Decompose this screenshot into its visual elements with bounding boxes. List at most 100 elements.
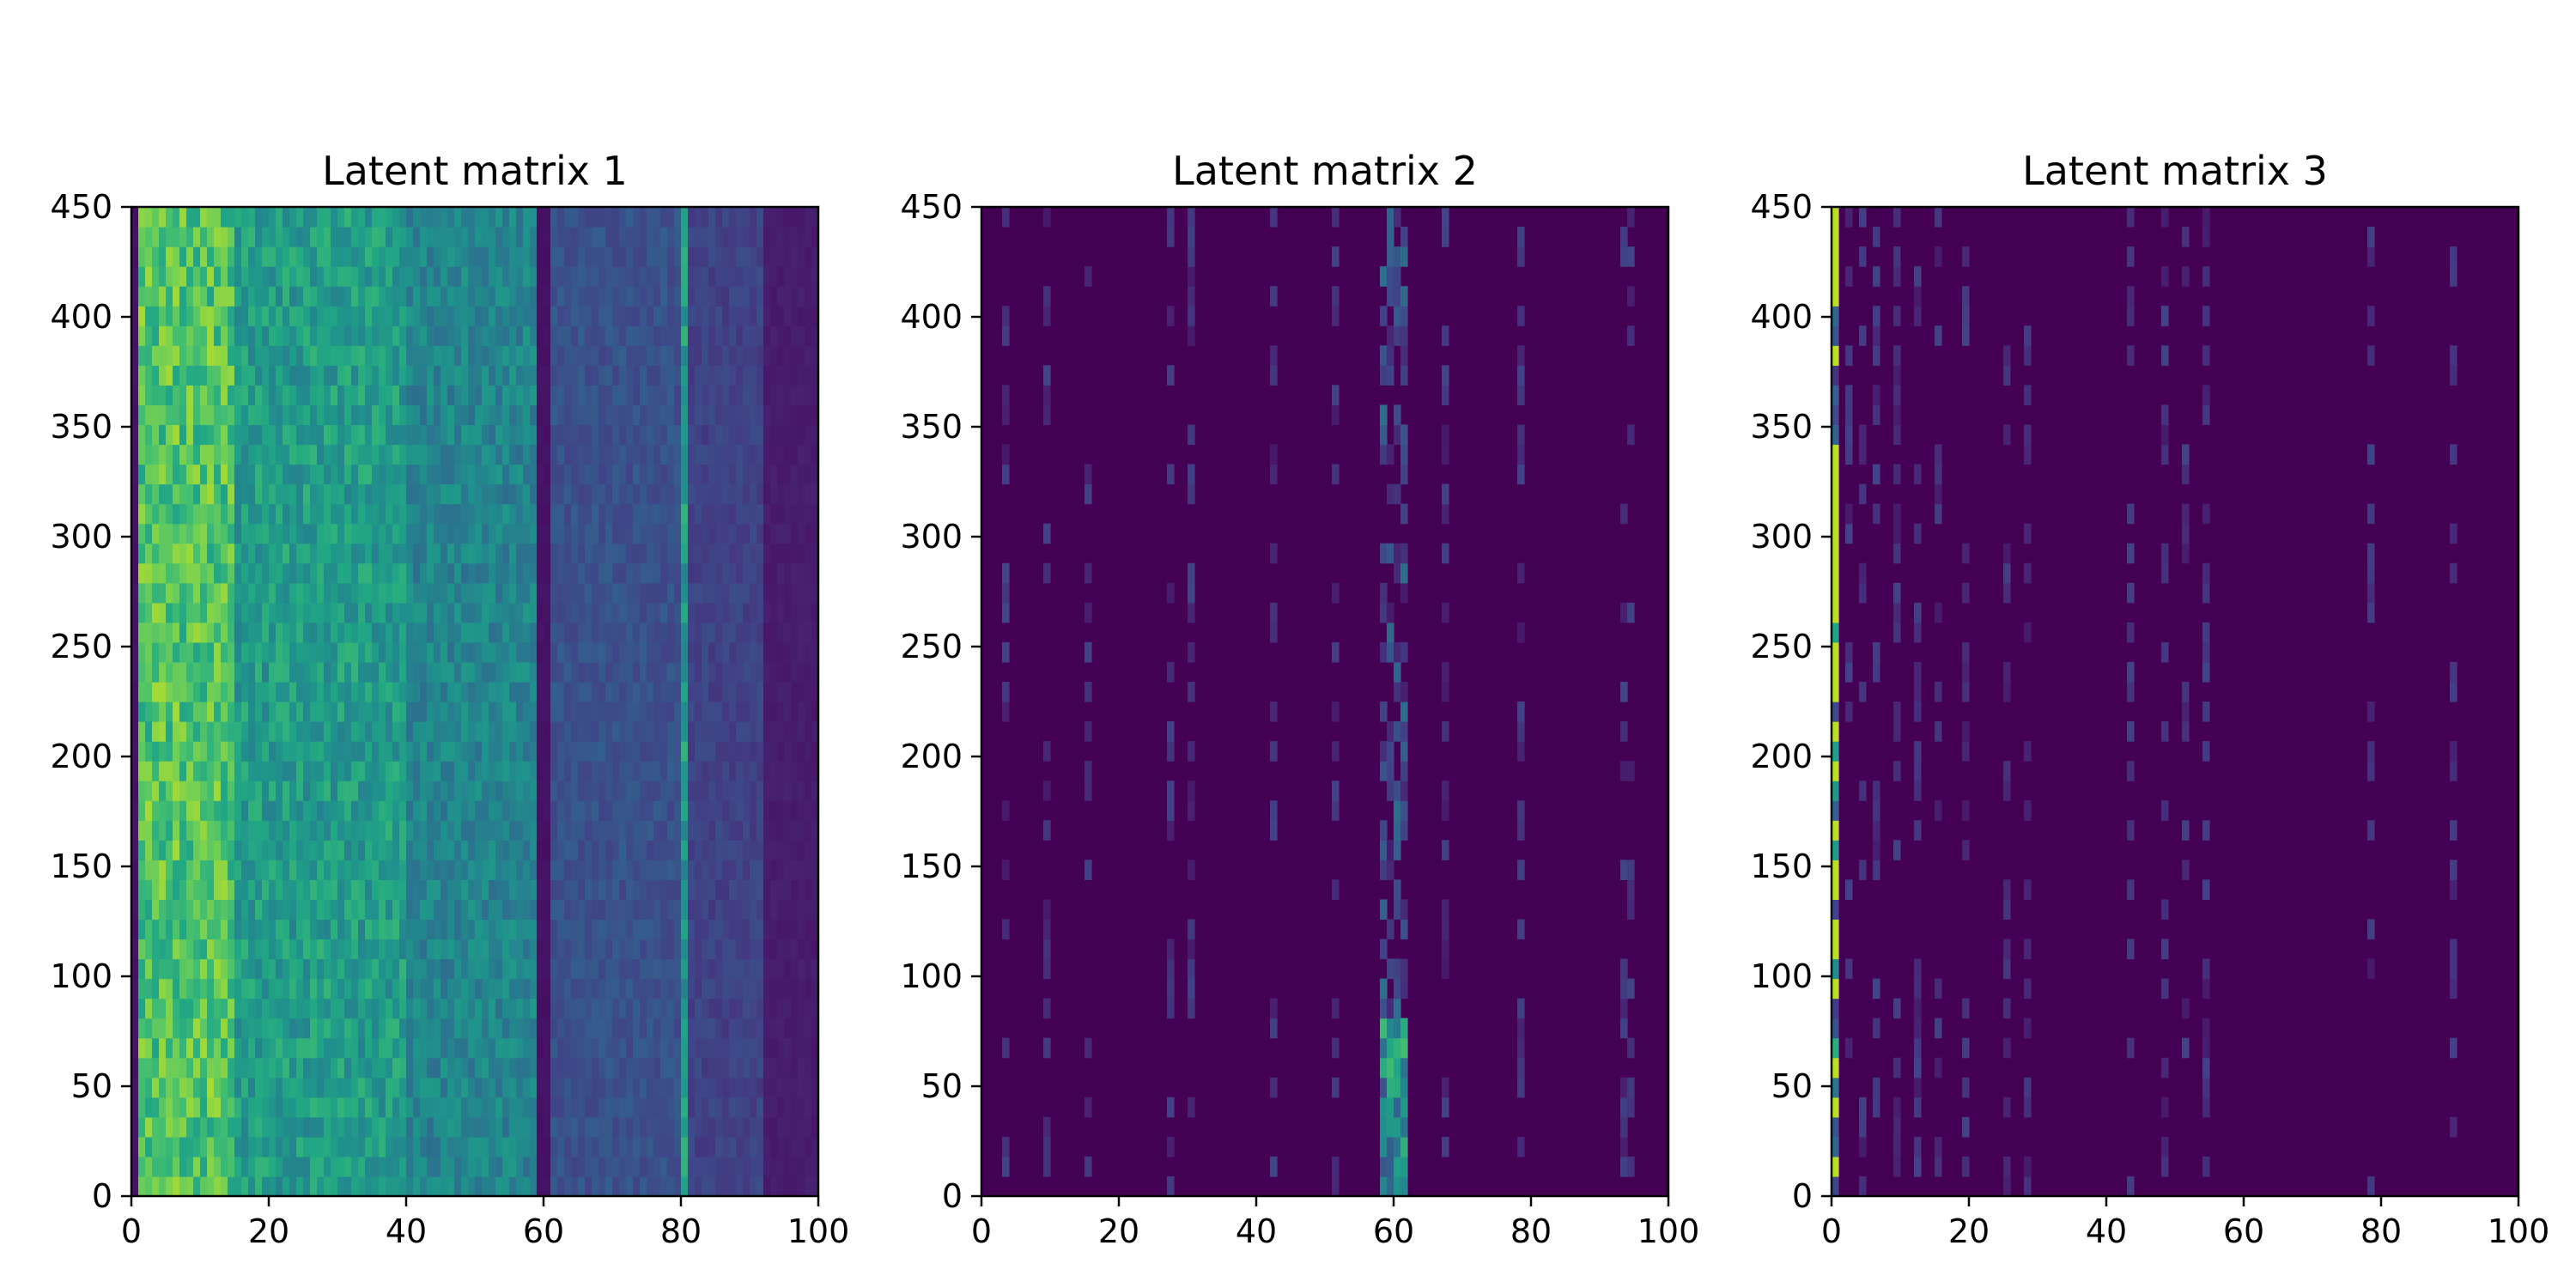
heatmap-cell xyxy=(633,227,641,247)
heatmap-cell xyxy=(784,860,792,880)
heatmap-cell xyxy=(420,721,428,742)
heatmap-cell xyxy=(283,483,290,505)
heatmap-cell xyxy=(386,1176,393,1196)
heatmap-cell xyxy=(344,602,352,623)
heatmap-cell xyxy=(605,325,613,346)
heatmap-cell xyxy=(702,365,709,386)
heatmap-cell xyxy=(276,1057,283,1078)
heatmap-cell xyxy=(619,860,627,880)
heatmap-cell xyxy=(166,385,173,405)
heatmap-cell xyxy=(695,385,702,405)
heatmap-cell xyxy=(324,820,331,841)
heatmap-cell xyxy=(763,1097,771,1118)
heatmap-cell xyxy=(296,702,304,722)
heatmap-cell xyxy=(283,681,290,702)
heatmap-cell xyxy=(193,1116,201,1138)
heatmap-cell xyxy=(688,721,696,742)
heatmap-cell xyxy=(454,840,462,860)
heatmap-cell xyxy=(811,582,818,604)
heatmap-cell xyxy=(152,1077,160,1098)
heatmap-cell xyxy=(344,582,352,604)
heatmap-cell xyxy=(537,325,544,346)
heatmap-cell xyxy=(544,958,551,980)
heatmap-cell xyxy=(447,978,455,999)
heatmap-cell xyxy=(152,602,160,623)
heatmap-cell xyxy=(447,306,455,326)
heatmap-cell xyxy=(598,622,606,643)
heatmap-cell xyxy=(262,661,270,683)
heatmap-cell xyxy=(688,860,696,880)
heatmap-cell xyxy=(811,681,818,702)
heatmap-cell xyxy=(509,1116,517,1138)
heatmap-cell xyxy=(214,978,222,999)
heatmap-cell xyxy=(331,879,338,900)
heatmap-cell xyxy=(647,345,654,366)
heatmap-cell xyxy=(248,503,256,525)
heatmap-cell xyxy=(193,286,201,307)
heatmap-cell xyxy=(756,582,764,604)
heatmap-cell xyxy=(681,800,689,821)
heatmap-cell xyxy=(564,800,572,821)
heatmap-cell xyxy=(784,998,792,1019)
heatmap-cell xyxy=(530,207,538,228)
heatmap-cell xyxy=(805,998,812,1019)
heatmap-cell xyxy=(598,840,606,860)
heatmap-cell xyxy=(241,860,249,880)
heatmap-cell xyxy=(324,582,331,604)
heatmap-cell xyxy=(145,543,153,564)
heatmap-cell xyxy=(811,483,818,505)
heatmap-cell xyxy=(317,939,325,960)
heatmap-cell xyxy=(468,622,476,643)
heatmap-cell xyxy=(454,761,462,781)
heatmap-cell xyxy=(214,523,222,544)
heatmap-cell xyxy=(530,641,538,663)
heatmap-cell xyxy=(207,702,215,722)
heatmap-cell xyxy=(468,1116,476,1138)
heatmap-cell xyxy=(234,840,242,860)
heatmap-cell xyxy=(571,820,579,841)
heatmap-cell xyxy=(166,939,173,960)
heatmap-cell xyxy=(722,860,730,880)
heatmap-cell xyxy=(585,721,592,742)
heatmap-cell xyxy=(447,1176,455,1196)
heatmap-cell xyxy=(145,365,153,386)
heatmap-cell xyxy=(358,721,366,742)
heatmap-cell xyxy=(612,385,620,405)
heatmap-cell xyxy=(585,998,592,1019)
heatmap-cell xyxy=(317,761,325,781)
heatmap-cell xyxy=(489,641,496,663)
heatmap-cell xyxy=(186,998,194,1019)
heatmap-cell xyxy=(592,562,599,584)
heatmap-cell xyxy=(214,641,222,663)
heatmap-cell xyxy=(544,840,551,860)
heatmap-cell xyxy=(255,840,263,860)
heatmap-cell xyxy=(509,286,517,307)
heatmap-cell xyxy=(406,543,414,564)
heatmap-cell xyxy=(283,523,290,544)
heatmap-cell xyxy=(598,879,606,900)
heatmap-cell xyxy=(228,444,235,465)
heatmap-cell xyxy=(255,641,263,663)
heatmap-cell xyxy=(626,1018,634,1039)
heatmap-cell xyxy=(262,899,270,920)
heatmap-cell xyxy=(440,444,448,465)
heatmap-cell xyxy=(344,860,352,880)
heatmap-cell xyxy=(695,1097,702,1118)
heatmap-cell xyxy=(296,1136,304,1157)
heatmap-cell xyxy=(406,483,414,505)
heatmap-cell xyxy=(221,365,228,386)
heatmap-cell xyxy=(509,503,517,525)
heatmap-cell xyxy=(447,661,455,683)
heatmap-cell xyxy=(179,781,187,801)
heatmap-cell xyxy=(578,641,586,663)
heatmap-cell xyxy=(626,978,634,999)
heatmap-cell xyxy=(310,860,318,880)
heatmap-cell xyxy=(475,266,483,287)
heatmap-cell xyxy=(598,227,606,247)
heatmap-cell xyxy=(722,602,730,623)
heatmap-cell xyxy=(598,207,606,228)
heatmap-cell xyxy=(269,820,276,841)
heatmap-cell xyxy=(296,641,304,663)
heatmap-cell xyxy=(392,1156,400,1177)
heatmap-cell xyxy=(482,661,489,683)
